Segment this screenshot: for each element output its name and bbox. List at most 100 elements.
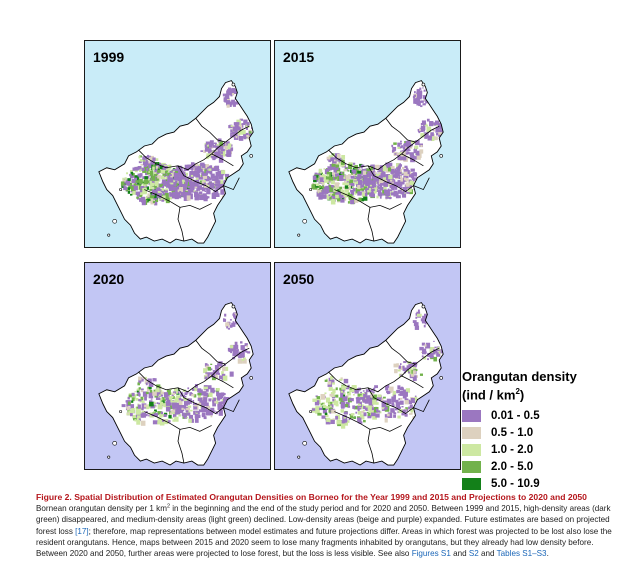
density-patch (168, 187, 173, 192)
density-patch (185, 184, 190, 188)
density-patch (187, 387, 190, 390)
province-border (385, 340, 416, 365)
density-patch (157, 193, 162, 198)
s2-link[interactable]: S2 (468, 549, 479, 559)
density-patch (360, 404, 364, 410)
density-patch (121, 186, 124, 188)
density-patch (354, 192, 357, 195)
density-patch (423, 313, 427, 318)
density-patch (410, 168, 415, 172)
legend-item-label: 2.0 - 5.0 (491, 460, 534, 473)
density-patch (215, 179, 218, 183)
density-patch (229, 89, 233, 94)
density-patch (164, 412, 168, 416)
density-patch (330, 419, 335, 425)
density-patch (415, 140, 420, 146)
density-patch (422, 87, 424, 89)
legend-swatch (462, 477, 481, 490)
density-patch (353, 394, 355, 396)
density-patch (405, 409, 408, 412)
density-patch (237, 133, 241, 137)
borneo-map (85, 263, 270, 469)
density-patch (398, 175, 401, 179)
density-patch (400, 145, 404, 148)
density-patch (136, 390, 139, 393)
density-patch (138, 379, 142, 384)
density-patch (155, 194, 160, 198)
legend-item-label: 5.0 - 10.9 (491, 477, 540, 490)
density-patch (402, 146, 406, 150)
map-panel-1999: 1999 (84, 40, 271, 248)
density-patch (397, 165, 402, 169)
density-patch (357, 411, 362, 415)
density-patch (171, 409, 176, 413)
islet (119, 410, 123, 414)
density-patch (138, 376, 142, 381)
density-patch (174, 416, 179, 422)
density-patch (324, 168, 330, 175)
density-patch (323, 188, 329, 194)
density-patch (128, 410, 133, 415)
density-patch (135, 177, 140, 180)
density-patch (326, 417, 331, 422)
province-border (138, 347, 250, 393)
legend-swatch (462, 409, 481, 422)
tables-link[interactable]: Tables S1–S3 (496, 549, 547, 559)
density-patch (207, 182, 210, 185)
density-patch (147, 193, 152, 200)
density-patch (338, 378, 343, 381)
density-patch (400, 181, 405, 185)
density-patch (382, 396, 386, 399)
density-patch (391, 404, 395, 407)
density-patch (405, 167, 408, 170)
density-patch (211, 192, 217, 199)
density-patch (202, 180, 206, 183)
density-patch (340, 171, 345, 177)
density-patch (142, 162, 147, 166)
density-patch (149, 170, 154, 176)
density-patch (377, 190, 382, 196)
density-patch (423, 324, 426, 328)
density-patch (316, 191, 321, 197)
density-patch (210, 407, 215, 414)
density-patch (391, 396, 396, 403)
province-border (177, 207, 185, 242)
density-patch (386, 390, 390, 393)
density-patch (214, 365, 219, 370)
density-patch (430, 136, 433, 139)
density-patch (167, 396, 172, 402)
density-patch (378, 180, 384, 185)
density-patch (362, 390, 365, 392)
density-patch (363, 419, 366, 423)
density-patch (360, 410, 364, 414)
density-patch (358, 421, 363, 424)
density-patch (431, 136, 435, 142)
density-patch (161, 185, 165, 189)
density-patch (208, 151, 211, 155)
figures-s1-link[interactable]: Figures S1 (411, 549, 451, 559)
density-patch (207, 196, 210, 199)
density-patch (165, 179, 168, 182)
density-patch (241, 123, 244, 125)
density-patch (214, 175, 219, 181)
density-patch (204, 190, 207, 193)
density-patch (149, 157, 154, 162)
density-patch (398, 185, 402, 188)
reference-link[interactable]: [17] (75, 526, 89, 536)
density-patch (185, 193, 190, 198)
density-patch (167, 171, 171, 174)
density-patch (211, 397, 214, 400)
density-patch (401, 172, 404, 174)
density-patch (152, 166, 155, 170)
density-patch (241, 358, 245, 361)
density-patch (184, 415, 187, 418)
density-patch (226, 98, 231, 101)
density-patch (397, 142, 401, 147)
density-patch (216, 173, 219, 175)
density-patch (217, 180, 221, 184)
density-patch (147, 378, 152, 383)
density-patch (186, 412, 191, 416)
density-patch (138, 186, 142, 190)
density-patch (334, 197, 338, 200)
density-patch (159, 419, 165, 426)
